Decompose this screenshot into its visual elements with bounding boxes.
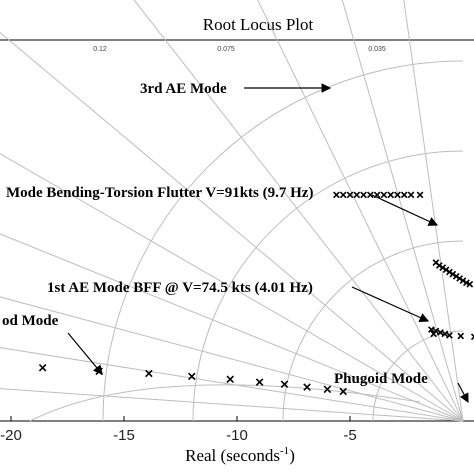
annotation-1st-ae-bff: 1st AE Mode BFF @ V=74.5 kts (4.01 Hz): [47, 280, 313, 296]
pole-marker-flutter: [435, 262, 443, 269]
pole-marker-flutter: [452, 272, 460, 280]
pole-marker-flutter: [439, 264, 447, 272]
damping-labels: 0.12 0.075 0.035: [93, 46, 386, 53]
annotation-short-period: od Mode: [2, 313, 59, 329]
damping-ray: [0, 347, 464, 422]
damping-label: 0.035: [368, 46, 386, 53]
damping-ray: [403, 0, 464, 422]
damping-ray: [0, 153, 464, 422]
pole-marker-bff: [437, 329, 444, 336]
x-axis-label-close: ): [289, 446, 295, 465]
pole-marker-ae3: [339, 191, 347, 199]
pole-marker-ae3: [416, 191, 424, 199]
pole-marker-flutter: [449, 270, 457, 278]
x-axis-label: Real (seconds-1): [185, 445, 295, 465]
arrow-short-period: [67, 332, 103, 375]
pole-marker-flutter: [456, 275, 463, 282]
pole-marker-bff: [441, 330, 449, 338]
pole-marker-ae3: [333, 191, 340, 199]
x-tick-label: -5: [343, 427, 356, 444]
damping-ray: [0, 296, 464, 422]
x-tick-label: -10: [226, 427, 248, 444]
arrow-phugoid: [457, 382, 469, 404]
damping-grid: [0, 0, 464, 422]
pole-marker-bff: [457, 332, 465, 340]
pole-marker-flutter: [442, 266, 450, 274]
pole-marker-short_period: [226, 375, 234, 384]
pole-markers: [38, 191, 474, 396]
arrow-bff: [351, 286, 430, 322]
x-axis-ticks: -20 -15 -10 -5: [0, 416, 357, 444]
pole-marker-short_period: [95, 367, 103, 376]
x-axis-label-text: Real (seconds: [185, 446, 280, 465]
pole-marker-ae3: [353, 191, 361, 199]
pole-marker-short_period: [280, 380, 289, 389]
damping-ray: [0, 388, 464, 422]
frequency-arc: [192, 150, 464, 422]
pole-marker-flutter: [446, 268, 453, 276]
pole-marker-short_period: [303, 383, 311, 391]
pole-marker-bff: [446, 331, 453, 339]
x-axis-label-exponent: -1: [280, 445, 289, 457]
chart-title: Root Locus Plot: [203, 15, 314, 34]
pole-marker-ae3: [400, 191, 408, 199]
pole-marker-short_period: [38, 363, 47, 372]
pole-marker-ae3: [387, 191, 395, 199]
annotation-phugoid: Phugoid Mode: [334, 371, 428, 387]
x-tick-label: -20: [0, 427, 22, 444]
damping-label: 0.075: [217, 46, 235, 53]
arrow-flutter: [371, 194, 439, 226]
pole-marker-short_period: [339, 387, 347, 396]
damping-ray: [257, 0, 464, 422]
pole-marker-ae3: [346, 191, 354, 199]
pole-marker-ae3: [380, 191, 388, 199]
pole-marker-ae3: [407, 191, 415, 199]
pole-marker-flutter: [466, 280, 474, 288]
pole-marker-ae3: [366, 191, 374, 199]
pole-marker-short_period: [188, 372, 196, 381]
damping-ray: [133, 0, 464, 422]
pole-marker-ae3: [394, 191, 401, 199]
pole-marker-bff: [427, 326, 435, 333]
annotation-arrows: [67, 83, 469, 404]
pole-marker-flutter: [459, 277, 467, 284]
pole-marker-short_period: [255, 378, 264, 386]
pole-marker-bff: [470, 333, 474, 341]
x-tick-label: -15: [113, 427, 135, 444]
annotation-3rd-ae-mode: 3rd AE Mode: [140, 81, 227, 97]
damping-ray: [0, 31, 464, 422]
pole-marker-ae3: [373, 191, 381, 199]
damping-ray: [0, 233, 464, 422]
frequency-arc: [102, 60, 464, 422]
pole-marker-short_period: [323, 385, 332, 394]
frequency-arc-low: [29, 384, 421, 422]
damping-ray: [341, 0, 464, 422]
pole-marker-short_period: [145, 369, 153, 378]
damping-label: 0.12: [93, 46, 107, 53]
annotation-flutter: Mode Bending-Torsion Flutter V=91kts (9.…: [6, 185, 313, 201]
pole-marker-ae3: [360, 191, 367, 199]
pole-marker-bff: [430, 330, 437, 338]
